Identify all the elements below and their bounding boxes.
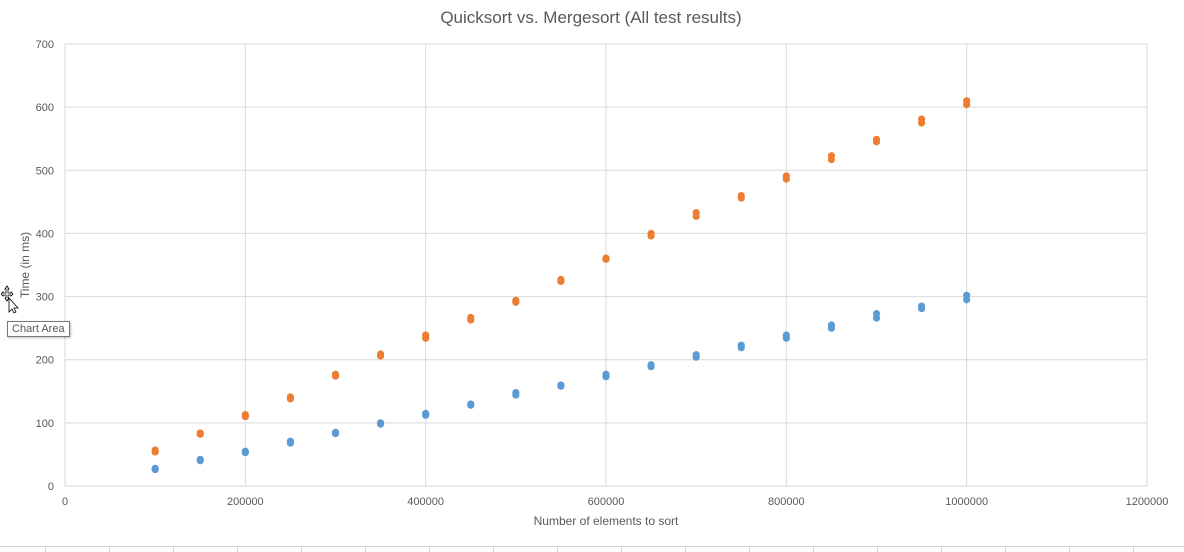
data-point: [467, 313, 475, 322]
sheet-column-divider: [301, 547, 302, 552]
sheet-column-divider: [109, 547, 110, 552]
move-cursor-icon: [1, 285, 19, 314]
sheet-column-divider: [429, 547, 430, 552]
data-point: [331, 428, 340, 436]
x-axis-ticks: 0 200000 400000 600000 800000 1000000 1200000: [62, 496, 1168, 508]
data-point: [196, 429, 204, 437]
chart-title: Quicksort vs. Mergesort (All test result…: [440, 8, 741, 27]
data-point: [286, 437, 295, 445]
x-axis-title: Number of elements to sort: [534, 514, 679, 528]
data-point: [602, 254, 610, 262]
axes: [64, 44, 1147, 487]
sheet-column-divider: [557, 547, 558, 552]
data-point: [422, 409, 430, 417]
data-point: [557, 275, 565, 284]
sheet-column-divider: [685, 547, 686, 552]
data-point: [647, 361, 655, 369]
data-point: [692, 351, 700, 359]
data-point: [737, 191, 745, 200]
data-point: [782, 331, 790, 339]
data-point: [827, 152, 836, 160]
data-point: [196, 455, 204, 464]
data-point: [647, 229, 655, 238]
data-point: [692, 208, 700, 217]
x-tick-label: 800000: [768, 496, 805, 508]
data-point: [827, 321, 836, 329]
x-tick-label: 600000: [588, 496, 625, 508]
y-tick-label: 0: [48, 481, 54, 493]
data-point: [917, 302, 926, 310]
y-tick-label: 300: [36, 292, 54, 304]
sheet-column-divider: [493, 547, 494, 552]
data-point: [512, 296, 520, 304]
y-tick-label: 200: [36, 355, 54, 367]
data-point: [557, 381, 565, 389]
data-point: [872, 310, 881, 318]
data-point: [376, 419, 385, 427]
data-point: [872, 135, 881, 143]
data-point: [241, 447, 249, 455]
x-tick-label: 1200000: [1126, 496, 1169, 508]
sheet-column-divider: [365, 547, 366, 552]
data-point: [331, 370, 340, 378]
sheet-column-divider: [45, 547, 46, 552]
data-point: [512, 388, 520, 397]
data-point: [467, 400, 475, 408]
data-point: [917, 115, 926, 123]
y-tick-label: 400: [36, 228, 54, 240]
chart-area-tooltip: Chart Area: [7, 321, 70, 337]
data-point: [241, 411, 249, 419]
series-1: [151, 97, 971, 456]
sheet-column-divider: [621, 547, 622, 552]
x-tick-label: 400000: [407, 496, 444, 508]
data-point: [963, 291, 971, 299]
sheet-column-divider: [877, 547, 878, 552]
sheet-column-divider: [941, 547, 942, 552]
data-point: [286, 393, 295, 401]
sheet-column-divider: [237, 547, 238, 552]
data-point: [151, 464, 159, 472]
sheet-grid-strip: [0, 546, 1184, 552]
sheet-column-divider: [1133, 547, 1134, 552]
data-point: [151, 446, 159, 454]
y-tick-label: 600: [36, 102, 54, 114]
data-point: [376, 350, 385, 358]
series-0: [151, 291, 971, 474]
data-point: [602, 370, 610, 378]
data-point: [963, 97, 971, 105]
y-tick-label: 100: [36, 418, 54, 430]
data-point: [422, 331, 430, 339]
y-axis-ticks: 0 100 200 300 400 500 600 700: [36, 39, 54, 493]
y-axis-title: Time (in ms): [18, 232, 32, 298]
sheet-column-divider: [749, 547, 750, 552]
y-tick-label: 700: [36, 39, 54, 51]
data-point: [782, 172, 790, 180]
gridlines: [65, 43, 1148, 486]
y-tick-label: 500: [36, 165, 54, 177]
x-tick-label: 200000: [227, 496, 264, 508]
x-tick-label: 1000000: [945, 496, 988, 508]
sheet-column-divider: [1069, 547, 1070, 552]
sheet-column-divider: [813, 547, 814, 552]
sheet-column-divider: [173, 547, 174, 552]
sheet-column-divider: [1005, 547, 1006, 552]
data-point: [737, 341, 745, 349]
x-tick-label: 0: [62, 496, 68, 508]
data-points: [151, 97, 971, 474]
